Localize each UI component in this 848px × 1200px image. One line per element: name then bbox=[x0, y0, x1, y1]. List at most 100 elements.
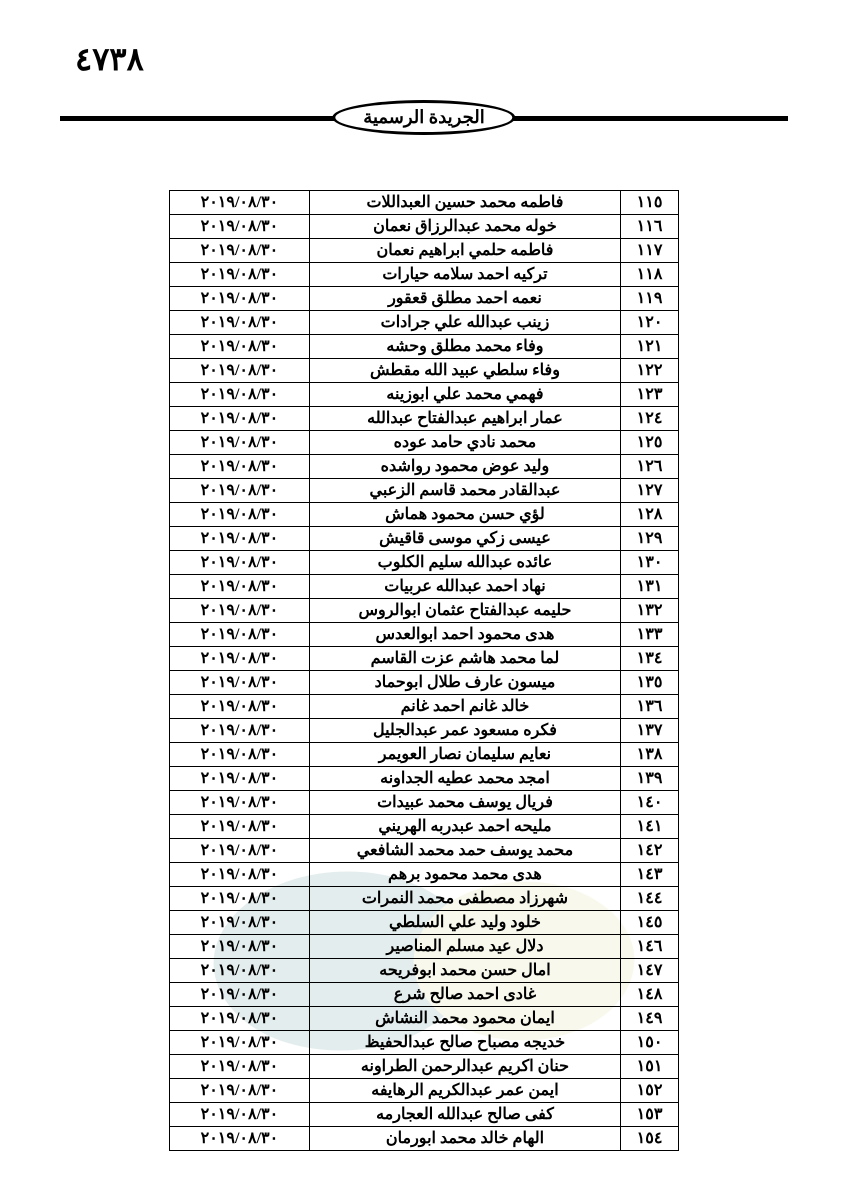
row-date: ٢٠١٩/٠٨/٣٠ bbox=[170, 1031, 310, 1055]
row-name: وليد عوض محمود رواشده bbox=[309, 455, 620, 479]
row-date: ٢٠١٩/٠٨/٣٠ bbox=[170, 887, 310, 911]
row-date: ٢٠١٩/٠٨/٣٠ bbox=[170, 671, 310, 695]
table-row: ١١٩نعمه احمد مطلق قعقور٢٠١٩/٠٨/٣٠ bbox=[170, 287, 679, 311]
table-row: ١٣٠عائده عبدالله سليم الكلوب٢٠١٩/٠٨/٣٠ bbox=[170, 551, 679, 575]
table-row: ١٤٠فريال يوسف محمد عبيدات٢٠١٩/٠٨/٣٠ bbox=[170, 791, 679, 815]
row-date: ٢٠١٩/٠٨/٣٠ bbox=[170, 1127, 310, 1151]
row-name: خديجه مصباح صالح عبدالحفيظ bbox=[309, 1031, 620, 1055]
row-date: ٢٠١٩/٠٨/٣٠ bbox=[170, 743, 310, 767]
row-name: ميسون عارف طلال ابوحماد bbox=[309, 671, 620, 695]
row-date: ٢٠١٩/٠٨/٣٠ bbox=[170, 479, 310, 503]
names-table: ١١٥فاطمه محمد حسين العبداللات٢٠١٩/٠٨/٣٠ ١… bbox=[169, 190, 679, 1151]
row-date: ٢٠١٩/٠٨/٣٠ bbox=[170, 791, 310, 815]
row-name: زينب عبدالله علي جرادات bbox=[309, 311, 620, 335]
table-row: ١٤٢محمد يوسف حمد محمد الشافعي٢٠١٩/٠٨/٣٠ bbox=[170, 839, 679, 863]
row-number: ١٣٤ bbox=[621, 647, 679, 671]
row-name: مليحه احمد عبدربه الهريني bbox=[309, 815, 620, 839]
row-date: ٢٠١٩/٠٨/٣٠ bbox=[170, 527, 310, 551]
table-row: ١٤٣هدى محمد محمود برهم٢٠١٩/٠٨/٣٠ bbox=[170, 863, 679, 887]
row-name: هدى محمود احمد ابوالعدس bbox=[309, 623, 620, 647]
row-date: ٢٠١٩/٠٨/٣٠ bbox=[170, 311, 310, 335]
table-row: ١١٧فاطمه حلمي ابراهيم نعمان٢٠١٩/٠٨/٣٠ bbox=[170, 239, 679, 263]
row-date: ٢٠١٩/٠٨/٣٠ bbox=[170, 431, 310, 455]
row-name: عيسى زكي موسى قاقيش bbox=[309, 527, 620, 551]
row-date: ٢٠١٩/٠٨/٣٠ bbox=[170, 983, 310, 1007]
row-date: ٢٠١٩/٠٨/٣٠ bbox=[170, 1055, 310, 1079]
row-name: فهمي محمد علي ابوزينه bbox=[309, 383, 620, 407]
row-date: ٢٠١٩/٠٨/٣٠ bbox=[170, 719, 310, 743]
row-name: خوله محمد عبدالرزاق نعمان bbox=[309, 215, 620, 239]
row-number: ١٤٥ bbox=[621, 911, 679, 935]
row-name: خلود وليد علي السلطي bbox=[309, 911, 620, 935]
table-row: ١٤٩ايمان محمود محمد النشاش٢٠١٩/٠٨/٣٠ bbox=[170, 1007, 679, 1031]
row-name: فاطمه حلمي ابراهيم نعمان bbox=[309, 239, 620, 263]
table-row: ١٢٤عمار ابراهيم عبدالفتاح عبدالله٢٠١٩/٠٨… bbox=[170, 407, 679, 431]
row-number: ١٢١ bbox=[621, 335, 679, 359]
row-date: ٢٠١٩/٠٨/٣٠ bbox=[170, 455, 310, 479]
page-number: ٤٧٣٨ bbox=[75, 40, 144, 78]
table-row: ١٥٠خديجه مصباح صالح عبدالحفيظ٢٠١٩/٠٨/٣٠ bbox=[170, 1031, 679, 1055]
table-row: ١٢٦وليد عوض محمود رواشده٢٠١٩/٠٨/٣٠ bbox=[170, 455, 679, 479]
row-date: ٢٠١٩/٠٨/٣٠ bbox=[170, 263, 310, 287]
table-row: ١٢١وفاء محمد مطلق وحشه٢٠١٩/٠٨/٣٠ bbox=[170, 335, 679, 359]
row-date: ٢٠١٩/٠٨/٣٠ bbox=[170, 695, 310, 719]
row-name: محمد يوسف حمد محمد الشافعي bbox=[309, 839, 620, 863]
table-row: ١٤٦دلال عيد مسلم المناصير٢٠١٩/٠٨/٣٠ bbox=[170, 935, 679, 959]
row-number: ١٢٥ bbox=[621, 431, 679, 455]
table-row: ١١٥فاطمه محمد حسين العبداللات٢٠١٩/٠٨/٣٠ bbox=[170, 191, 679, 215]
row-date: ٢٠١٩/٠٨/٣٠ bbox=[170, 1103, 310, 1127]
row-number: ١١٩ bbox=[621, 287, 679, 311]
row-number: ١٣٣ bbox=[621, 623, 679, 647]
row-date: ٢٠١٩/٠٨/٣٠ bbox=[170, 335, 310, 359]
table-row: ١٢٢وفاء سلطي عبيد الله مقطش٢٠١٩/٠٨/٣٠ bbox=[170, 359, 679, 383]
table-row: ١٢٩عيسى زكي موسى قاقيش٢٠١٩/٠٨/٣٠ bbox=[170, 527, 679, 551]
table-row: ١٣٢حليمه عبدالفتاح عثمان ابوالروس٢٠١٩/٠٨… bbox=[170, 599, 679, 623]
table-row: ١٥١حنان اكريم عبدالرحمن الطراونه٢٠١٩/٠٨/… bbox=[170, 1055, 679, 1079]
row-number: ١٢٧ bbox=[621, 479, 679, 503]
table-row: ١٣٩امجد محمد عطيه الجداونه٢٠١٩/٠٨/٣٠ bbox=[170, 767, 679, 791]
table-row: ١١٨تركيه احمد سلامه حيارات٢٠١٩/٠٨/٣٠ bbox=[170, 263, 679, 287]
row-date: ٢٠١٩/٠٨/٣٠ bbox=[170, 383, 310, 407]
row-name: دلال عيد مسلم المناصير bbox=[309, 935, 620, 959]
row-number: ١٣١ bbox=[621, 575, 679, 599]
row-number: ١١٧ bbox=[621, 239, 679, 263]
table-row: ١٣١نهاد احمد عبدالله عربيات٢٠١٩/٠٨/٣٠ bbox=[170, 575, 679, 599]
row-number: ١٢٤ bbox=[621, 407, 679, 431]
table-row: ١٣٥ميسون عارف طلال ابوحماد٢٠١٩/٠٨/٣٠ bbox=[170, 671, 679, 695]
row-date: ٢٠١٩/٠٨/٣٠ bbox=[170, 623, 310, 647]
row-number: ١٥٢ bbox=[621, 1079, 679, 1103]
table-row: ١٣٣هدى محمود احمد ابوالعدس٢٠١٩/٠٨/٣٠ bbox=[170, 623, 679, 647]
row-name: حليمه عبدالفتاح عثمان ابوالروس bbox=[309, 599, 620, 623]
row-number: ١٣٦ bbox=[621, 695, 679, 719]
row-number: ١٢٠ bbox=[621, 311, 679, 335]
row-number: ١٤٦ bbox=[621, 935, 679, 959]
row-date: ٢٠١٩/٠٨/٣٠ bbox=[170, 239, 310, 263]
row-number: ١٢٦ bbox=[621, 455, 679, 479]
row-name: وفاء محمد مطلق وحشه bbox=[309, 335, 620, 359]
row-name: خالد غانم احمد غانم bbox=[309, 695, 620, 719]
row-number: ١٤٧ bbox=[621, 959, 679, 983]
row-name: تركيه احمد سلامه حيارات bbox=[309, 263, 620, 287]
row-date: ٢٠١٩/٠٨/٣٠ bbox=[170, 647, 310, 671]
row-name: امجد محمد عطيه الجداونه bbox=[309, 767, 620, 791]
row-date: ٢٠١٩/٠٨/٣٠ bbox=[170, 839, 310, 863]
row-number: ١٣٠ bbox=[621, 551, 679, 575]
row-date: ٢٠١٩/٠٨/٣٠ bbox=[170, 599, 310, 623]
table-row: ١٤٥خلود وليد علي السلطي٢٠١٩/٠٨/٣٠ bbox=[170, 911, 679, 935]
row-name: وفاء سلطي عبيد الله مقطش bbox=[309, 359, 620, 383]
row-number: ١٥٤ bbox=[621, 1127, 679, 1151]
row-name: شهرزاد مصطفى محمد النمرات bbox=[309, 887, 620, 911]
row-name: عبدالقادر محمد قاسم الزعبي bbox=[309, 479, 620, 503]
row-number: ١٥٠ bbox=[621, 1031, 679, 1055]
row-number: ١٤٨ bbox=[621, 983, 679, 1007]
row-number: ١٣٧ bbox=[621, 719, 679, 743]
row-name: محمد نادي حامد عوده bbox=[309, 431, 620, 455]
row-name: فريال يوسف محمد عبيدات bbox=[309, 791, 620, 815]
gazette-title: الجريدة الرسمية bbox=[332, 100, 515, 135]
table-row: ١٥٤الهام خالد محمد ابورمان٢٠١٩/٠٨/٣٠ bbox=[170, 1127, 679, 1151]
row-date: ٢٠١٩/٠٨/٣٠ bbox=[170, 863, 310, 887]
row-number: ١٢٣ bbox=[621, 383, 679, 407]
table-row: ١٢٧عبدالقادر محمد قاسم الزعبي٢٠١٩/٠٨/٣٠ bbox=[170, 479, 679, 503]
row-name: فكره مسعود عمر عبدالجليل bbox=[309, 719, 620, 743]
row-date: ٢٠١٩/٠٨/٣٠ bbox=[170, 911, 310, 935]
